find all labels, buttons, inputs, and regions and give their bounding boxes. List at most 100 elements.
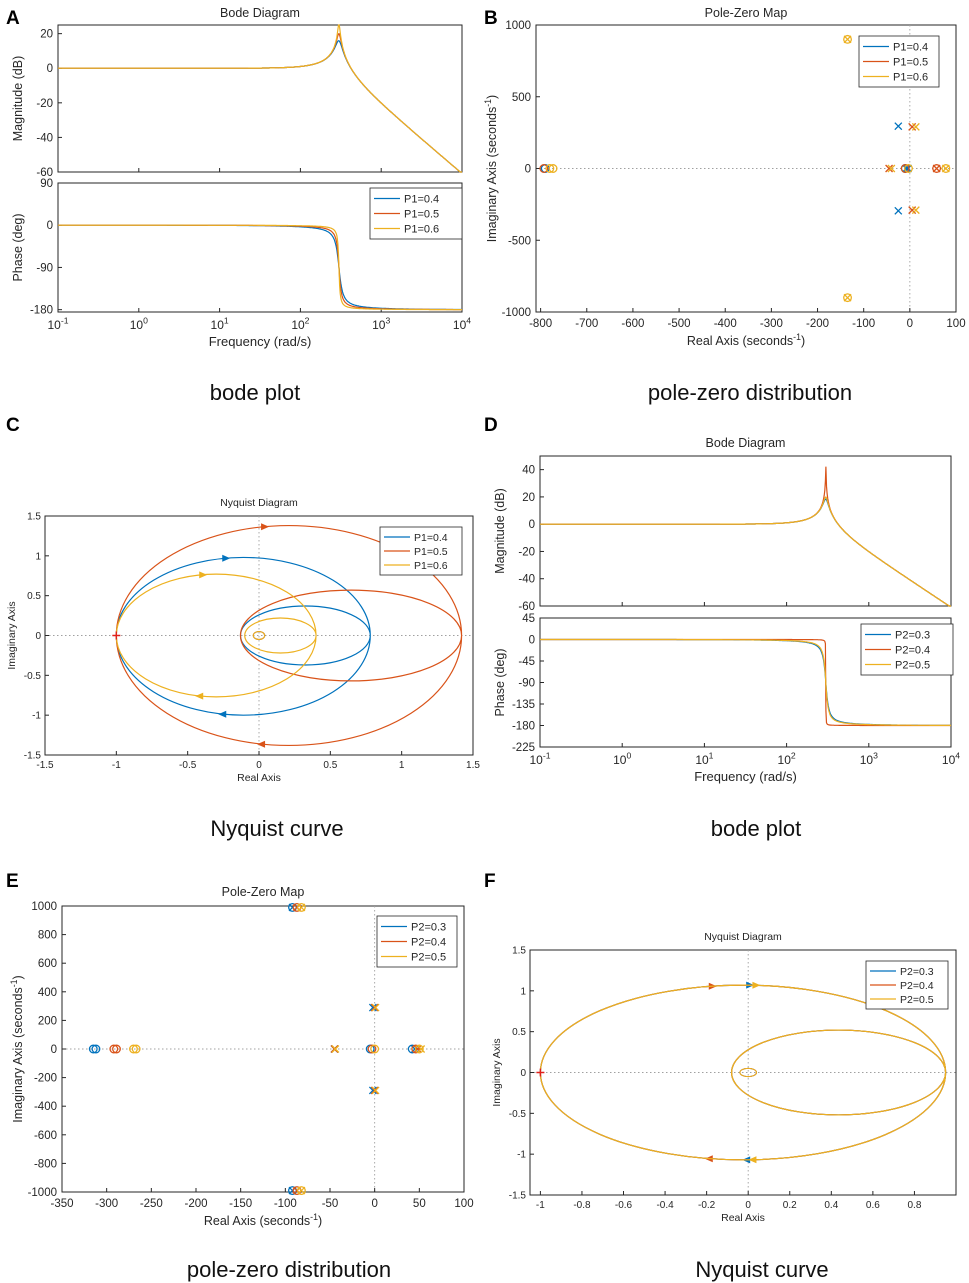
panel-f-legend-entry-1: P2=0.3	[900, 966, 934, 978]
panel-e-title: Pole-Zero Map	[222, 885, 305, 899]
panel-b-legend-entry-1: P1=0.4	[893, 41, 928, 53]
panel-f-legend-entry-3: P2=0.5	[900, 994, 934, 1006]
panel-c-origin-loop-3	[252, 631, 266, 640]
panel-letter-d: D	[484, 415, 498, 436]
panel-b-xlabel-sup: -1	[793, 332, 801, 342]
panel-d-ytick-label: 45	[522, 613, 535, 625]
panel-a-ytick-label: -20	[36, 98, 53, 110]
caption-panel-d: bode plot	[711, 816, 802, 841]
panel-a-xtick-label-exp: 3	[385, 316, 390, 326]
panel-b-pole-marker-1	[894, 122, 903, 131]
panel-e-zero-marker-3	[414, 1044, 424, 1054]
panel-f-xtick-label: -0.8	[573, 1200, 591, 1211]
panel-d-ytick-label: -90	[518, 678, 535, 690]
panel-b-pole-marker-3	[941, 164, 950, 173]
panel-b-xlabel: Real Axis (seconds-1)	[687, 332, 805, 348]
panel-e-legend-entry-2: P2=0.4	[411, 936, 446, 948]
panel-a-axes-frame	[57, 24, 463, 173]
panel-e: Pole-Zero Map-350 -300 -250 -200 -150 -100 -50…	[9, 885, 474, 1228]
panel-e-pole-marker-3	[371, 1086, 380, 1095]
panel-f-critical-point-marker	[536, 1068, 545, 1077]
panel-f-ytick-label: -0.5	[509, 1109, 527, 1120]
panel-b-legend-entry-3: P1=0.6	[893, 71, 928, 83]
panel-c-title: Nyquist Diagram	[220, 497, 298, 509]
panel-e-zero-marker-1	[91, 1044, 101, 1054]
panel-a-title: Bode Diagram	[220, 6, 300, 20]
panel-c-ylabel: Imaginary Axis	[6, 601, 18, 669]
caption-panel-a: bode plot	[210, 380, 301, 405]
panel-c-legend-entry-3: P1=0.6	[414, 560, 448, 572]
panel-e-xlabel-close: )	[318, 1214, 322, 1228]
panel-d-xtick-label-base: 10	[529, 753, 543, 767]
panel-c-ytick-label: 1	[35, 551, 41, 562]
panel-b-xtick-label: -600	[621, 318, 644, 330]
panel-a-ytick-label: -180	[30, 305, 53, 317]
panel-c-ytick-label: -0.5	[24, 671, 42, 682]
panel-d-ytick-label: -225	[512, 742, 535, 754]
panel-a-xtick-label-base: 10	[291, 318, 305, 332]
panel-d-xtick-label-base: 10	[778, 753, 792, 767]
panel-b-ylabel-base: Imaginary Axis (seconds	[485, 107, 499, 242]
panel-c-direction-arrow-bottom-1	[218, 710, 227, 718]
panel-a-xtick-label-exp: 4	[466, 316, 471, 326]
panel-a-xtick-label: 103	[372, 316, 390, 332]
panel-a-xtick-label-exp: 1	[224, 316, 229, 326]
panel-c: Nyquist Diagram -1.5 -1 -0.5 0 0.5 1 1.5 1.5 1 0.5…	[6, 497, 480, 784]
panel-b-pole-marker-2	[885, 164, 894, 173]
panel-a-ytick-label: 0	[47, 220, 53, 232]
panel-c-legend-entry-2: P1=0.5	[414, 546, 448, 558]
panel-e-pole-marker-1	[368, 1003, 377, 1012]
panel-a-xlabel: Frequency (rad/s)	[209, 334, 312, 349]
panel-c-xtick-label: 0	[256, 760, 262, 771]
panel-d-xtick-label: 102	[778, 751, 796, 767]
panel-e-legend: P2=0.3 P2=0.4 P2=0.5	[376, 915, 458, 968]
panel-e-ytick-label: -200	[34, 1073, 57, 1085]
panel-b-pole-marker-2	[908, 122, 917, 131]
panel-d-xtick-label: 101	[695, 751, 713, 767]
panel-e-xtick-label: -200	[184, 1198, 207, 1210]
panel-f-xtick-label: 0.2	[783, 1200, 797, 1211]
panel-f-xtick-label: 0.8	[907, 1200, 921, 1211]
panel-b-xtick-label: -300	[760, 318, 783, 330]
panel-f-xtick-label: -0.6	[615, 1200, 633, 1211]
panel-a-axes-frame	[57, 182, 463, 313]
panel-e-xtick-label: -150	[229, 1198, 252, 1210]
panel-a-xtick-label-base: 10	[453, 318, 467, 332]
panel-d-ylabel: Phase (deg)	[493, 648, 507, 716]
panel-d-xtick-label: 103	[860, 751, 878, 767]
panel-a-magnitude-line-2	[58, 32, 462, 173]
panel-c-ytick-label: -1.5	[24, 751, 42, 762]
panel-e-zero-marker-3	[296, 1186, 306, 1196]
panel-b-xtick-label: -200	[806, 318, 829, 330]
panel-e-ytick-label: 200	[38, 1015, 57, 1027]
panel-a-ylabel: Magnitude (dB)	[11, 56, 25, 141]
panel-b-xtick-label: -500	[668, 318, 691, 330]
caption-panel-f: Nyquist curve	[695, 1257, 828, 1282]
panel-d-xlabel: Frequency (rad/s)	[694, 769, 797, 784]
panel-e-pole-marker-3	[371, 1003, 380, 1012]
panel-e-ytick-label: 0	[51, 1044, 57, 1056]
panel-d-phase-axes: 45 0 -45 -90 -135 -180 -225 Phase (deg)	[493, 613, 952, 754]
panel-b-ylabel-close: )	[485, 95, 499, 99]
panel-e-pole-marker-3	[297, 903, 306, 912]
panel-c-direction-arrow-bottom-2	[257, 740, 266, 748]
panel-a-phase-line-3	[58, 224, 462, 311]
panel-a-ytick-label: 20	[40, 29, 53, 41]
panel-d-legend-entry-2: P2=0.4	[895, 644, 930, 656]
caption-panel-e: pole-zero distribution	[187, 1257, 391, 1282]
panel-e-ylabel-base: Imaginary Axis (seconds	[11, 987, 25, 1122]
panel-d-xtick-label-exp: 3	[873, 751, 878, 761]
panel-c-xtick-label: -1	[112, 760, 121, 771]
panel-b-pole-marker-3	[911, 122, 920, 131]
panel-e-ytick-label: 1000	[31, 901, 57, 913]
panel-a-magnitude-line-3	[58, 24, 462, 173]
panel-e-legend-entry-3: P2=0.5	[411, 951, 446, 963]
panel-b-pole-marker-3	[843, 293, 852, 302]
panel-d-legend-entry-1: P2=0.3	[895, 629, 930, 641]
panel-f: Nyquist Diagram -1 -0.8 -0.6 -0.4 -0.2 0 0.2 0.4…	[491, 931, 957, 1224]
panel-a-xtick-label-base: 10	[211, 318, 225, 332]
panel-d-ytick-label: 0	[529, 519, 535, 531]
panel-d-ytick-label: -60	[518, 601, 535, 613]
panel-c-xtick-label: 1	[399, 760, 405, 771]
